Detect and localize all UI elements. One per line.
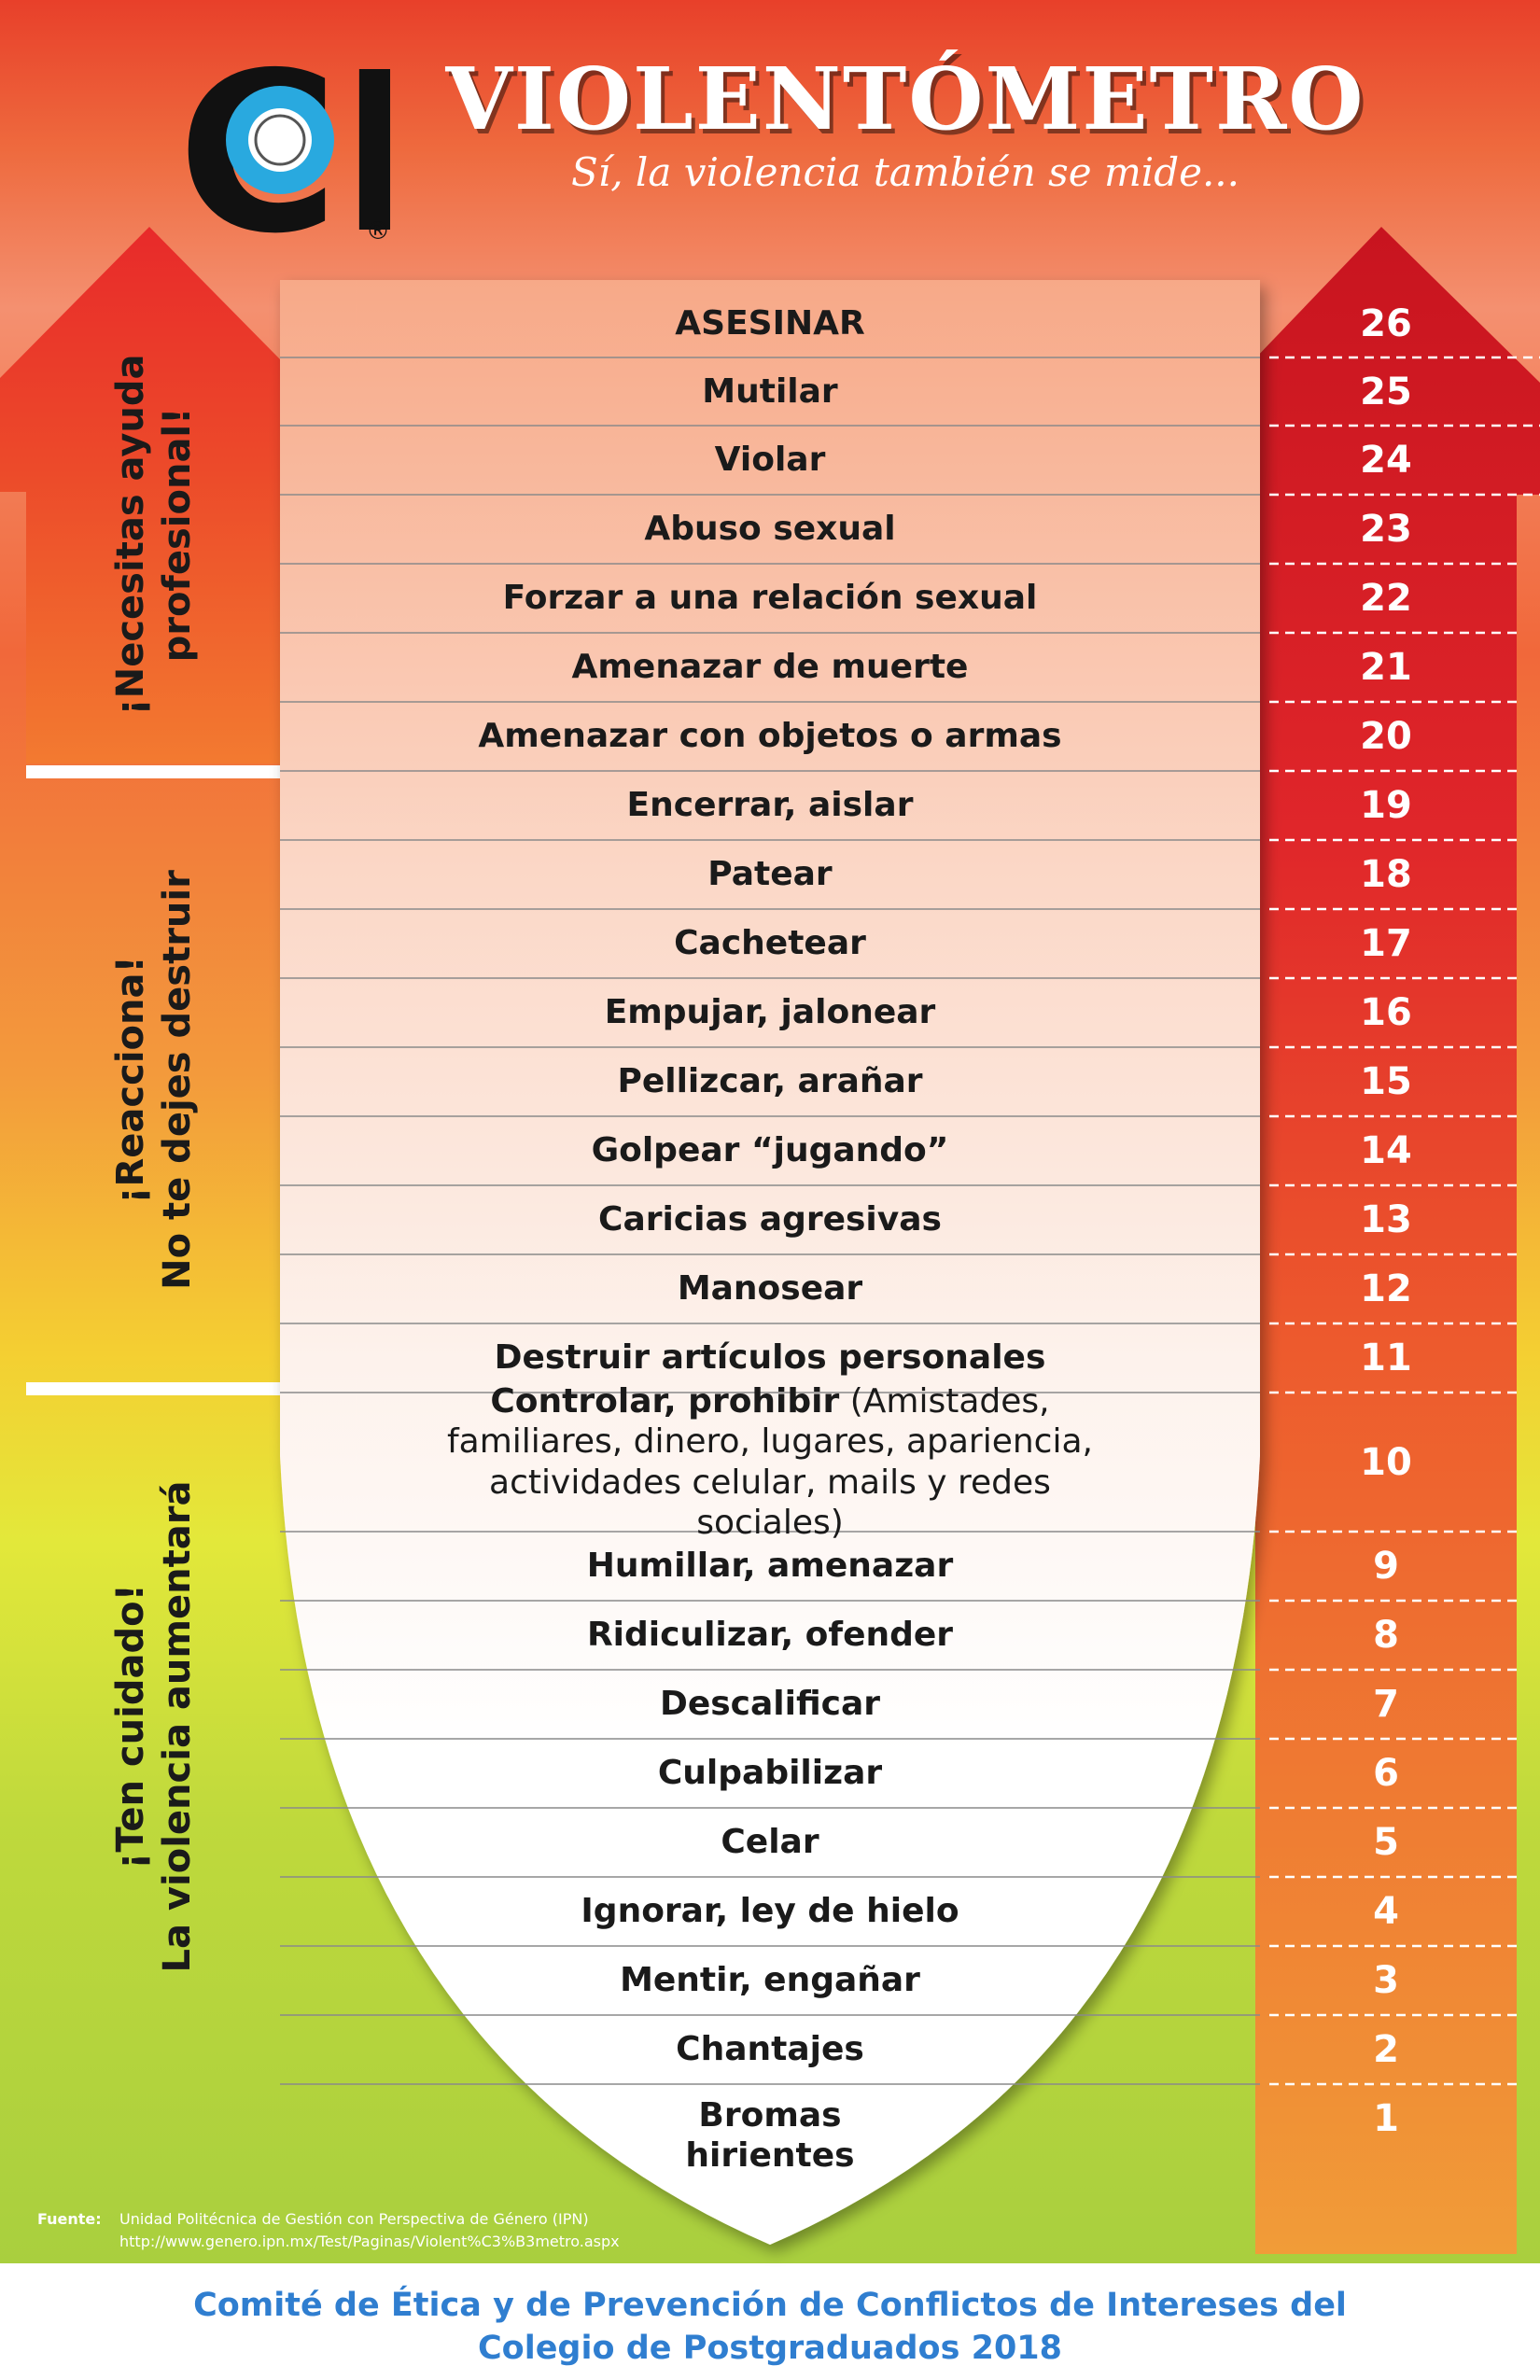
level-number: 19 <box>1360 784 1412 827</box>
source-line1: Unidad Politécnica de Gestión con Perspe… <box>119 2210 589 2228</box>
level-action: Celar <box>721 1823 819 1862</box>
level-action: Forzar a una relación sexual <box>502 579 1038 618</box>
level-number: 8 <box>1373 1614 1399 1657</box>
level-number: 23 <box>1360 508 1412 551</box>
violence-levels: ASESINAR 26 Mutilar 25 Violar 24 Abuso s… <box>280 301 1412 2175</box>
left-arrow-head <box>0 227 411 763</box>
level-action: Chantajes <box>676 2030 864 2069</box>
level-action: Humillar, amenazar <box>586 1547 954 1586</box>
level-number: 21 <box>1360 646 1412 689</box>
level-number: 2 <box>1373 2028 1399 2071</box>
level-action: Encerrar, aislar <box>626 786 914 825</box>
level-action: Golpear “jugando” <box>591 1131 949 1170</box>
level-action: Destruir artículos personales <box>494 1338 1046 1378</box>
level-action: Abuso sexual <box>644 510 896 549</box>
level-number: 17 <box>1360 922 1412 965</box>
level-action: ASESINAR <box>675 303 865 343</box>
band-divider-1 <box>26 765 283 778</box>
level-action: Mutilar <box>702 371 838 411</box>
level-number: 24 <box>1360 439 1412 482</box>
row-lines <box>280 357 1260 2085</box>
committee-line1: Comité de Ética y de Prevención de Confl… <box>193 2287 1347 2324</box>
level-action: Ignorar, ley de hielo <box>581 1892 959 1931</box>
level-number: 9 <box>1373 1545 1399 1588</box>
source-url[interactable]: http://www.genero.ipn.mx/Test/Paginas/Vi… <box>119 2233 620 2250</box>
level-number: 18 <box>1360 853 1412 896</box>
number-dash-lines <box>1269 356 1540 2086</box>
level-number: 11 <box>1360 1337 1412 1379</box>
level-action: Cachetear <box>674 924 866 963</box>
level-number: 13 <box>1360 1198 1412 1241</box>
level-number: 7 <box>1373 1683 1399 1726</box>
logo-seal-icon <box>248 108 312 172</box>
level-number: 14 <box>1360 1129 1412 1172</box>
cp-logo: CP ® <box>183 43 390 245</box>
level-action: Culpabilizar <box>657 1754 883 1793</box>
band-divider-2 <box>26 1382 283 1395</box>
level-number: 6 <box>1373 1752 1399 1795</box>
level-action: Caricias agresivas <box>598 1200 942 1239</box>
footer-band <box>0 2263 1540 2380</box>
level-number: 16 <box>1360 991 1412 1034</box>
right-arrow <box>1125 227 1540 2254</box>
level-number: 1 <box>1373 2097 1399 2140</box>
level-action-main: Controlar, prohibir <box>490 1382 840 1421</box>
level-number: 5 <box>1373 1821 1399 1864</box>
level-action: Amenazar de muerte <box>571 648 969 687</box>
graphic-overlay <box>0 227 1540 2254</box>
level-action-detail: (Amistades, familiares, dinero, lugares,… <box>447 1382 1093 1542</box>
level-action-long: Controlar, prohibir (Amistades, familiar… <box>280 1382 1260 1542</box>
registered-mark: ® <box>366 217 390 245</box>
level-action: Patear <box>707 855 833 894</box>
level-action: Amenazar con objetos o armas <box>478 717 1062 756</box>
level-action: Pellizcar, arañar <box>617 1062 923 1101</box>
level-number: 22 <box>1360 577 1412 620</box>
level-number: 26 <box>1360 301 1412 345</box>
level-action: Mentir, engañar <box>620 1961 920 2000</box>
level-action: Ridiculizar, ofender <box>586 1616 954 1655</box>
poster-subtitle: Sí, la violencia también se mide... <box>571 149 1239 195</box>
level-number: 10 <box>1360 1440 1412 1484</box>
level-action: Empujar, jalonear <box>604 993 936 1032</box>
level-action: Descalificar <box>659 1685 881 1724</box>
level-number: 12 <box>1360 1267 1412 1310</box>
source-label: Fuente: <box>37 2210 102 2228</box>
poster-title: VIOLENTÓMETRO <box>445 49 1365 149</box>
level-number: 4 <box>1373 1890 1399 1933</box>
level-action: Bromas hirientes <box>685 2095 855 2175</box>
committee-line2: Colegio de Postgraduados 2018 <box>477 2329 1063 2367</box>
level-action: Violar <box>714 441 826 480</box>
level-action: Manosear <box>677 1269 863 1309</box>
level-number: 3 <box>1373 1959 1399 2002</box>
level-number: 20 <box>1360 715 1412 758</box>
level-number: 25 <box>1360 370 1412 413</box>
level-number: 15 <box>1360 1060 1412 1103</box>
committee-footer: Comité de Ética y de Prevención de Confl… <box>0 2285 1540 2370</box>
